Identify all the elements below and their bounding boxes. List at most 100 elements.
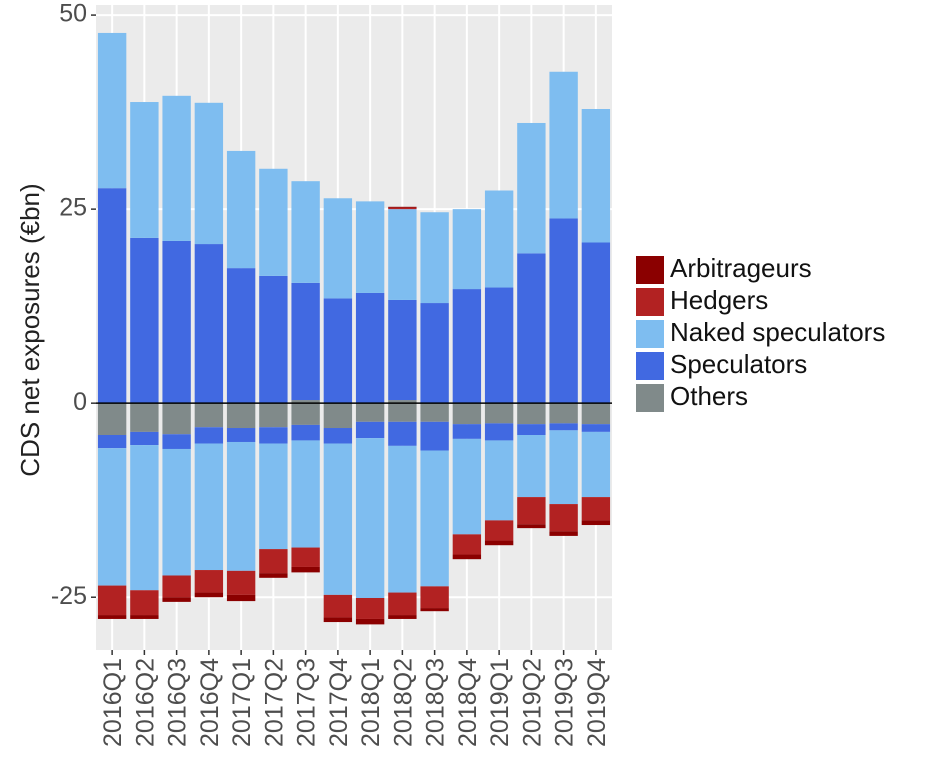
bar-segment: [130, 615, 159, 619]
bar-segment: [517, 253, 546, 404]
bar-segment: [452, 289, 482, 404]
x-tick-label: 2017Q4: [325, 658, 353, 747]
legend-key: [636, 384, 664, 412]
x-tick-label: 2019Q1: [486, 658, 514, 747]
bar-segment: [97, 435, 127, 449]
bar-segment: [420, 421, 449, 451]
bar-segment: [420, 403, 449, 422]
bar-segment: [323, 428, 353, 444]
x-tick-label: 2019Q3: [551, 658, 579, 747]
bar-segment: [355, 597, 385, 619]
bar-segment: [581, 403, 611, 425]
bar-segment: [484, 423, 514, 441]
bar-segment: [97, 32, 127, 189]
bar-segment: [323, 403, 353, 429]
bar-segment: [452, 403, 482, 425]
bar-segment: [581, 497, 611, 521]
bar-segment: [452, 534, 482, 555]
bar-segment: [291, 566, 320, 573]
bar-segment: [420, 608, 449, 612]
bar-segment: [549, 423, 578, 431]
bar-segment: [388, 403, 417, 422]
legend-label: Hedgers: [670, 285, 768, 315]
bar-segment: [291, 181, 320, 283]
bar-segment: [226, 570, 256, 595]
bar-segment: [130, 102, 159, 238]
bar-segment: [420, 450, 449, 587]
bar-segment: [581, 242, 611, 404]
bar-segment: [323, 617, 353, 623]
bar-segment: [452, 438, 482, 535]
bar-segment: [355, 438, 385, 598]
bar-segment: [162, 575, 191, 598]
bar-segment: [420, 303, 449, 404]
bar-segment: [452, 424, 482, 439]
bar-segment: [388, 209, 417, 300]
bar-segment: [226, 594, 256, 602]
bar-segment: [355, 421, 385, 439]
bar-segment: [355, 618, 385, 625]
bar-segment: [581, 424, 611, 432]
legend-label: Others: [670, 381, 748, 411]
bar-segment: [259, 443, 288, 550]
bar-segment: [388, 445, 417, 593]
legend-label: Speculators: [670, 349, 807, 379]
bar-segment: [355, 403, 385, 422]
x-tick-label: 2016Q1: [99, 658, 127, 747]
bar-segment: [323, 594, 353, 618]
bar-segment: [420, 212, 449, 304]
bar-segment: [162, 434, 191, 449]
x-tick-label: 2016Q2: [131, 658, 159, 747]
bar-segment: [388, 592, 417, 616]
bar-segment: [130, 590, 159, 616]
bar-segment: [388, 207, 417, 210]
bar-segment: [517, 497, 546, 525]
bar-segment: [484, 440, 514, 521]
y-tick-label: 50: [59, 0, 87, 28]
bar-segment: [355, 292, 385, 404]
bar-segment: [517, 122, 546, 254]
bar-segment: [97, 585, 127, 616]
x-tick-label: 2019Q4: [583, 658, 611, 747]
bar-segment: [323, 198, 353, 299]
bar-segment: [226, 403, 256, 429]
bar-segment: [484, 403, 514, 424]
bar-segment: [226, 268, 256, 404]
bar-segment: [581, 109, 611, 243]
x-tick-label: 2017Q1: [228, 658, 256, 747]
bar-segment: [291, 282, 320, 401]
legend-key: [636, 320, 664, 348]
x-tick-label: 2018Q1: [357, 658, 385, 747]
y-tick-label: 0: [73, 388, 87, 416]
bar-segment: [581, 520, 611, 526]
legend-label: Arbitrageurs: [670, 253, 812, 283]
bar-segment: [259, 427, 288, 444]
bar-segment: [517, 403, 546, 425]
bar-segment: [420, 586, 449, 609]
bar-segment: [549, 71, 578, 219]
bar-segment: [130, 237, 159, 404]
x-tick-label: 2018Q2: [389, 658, 417, 747]
bar-segment: [194, 570, 224, 593]
bar-segment: [323, 443, 353, 595]
bar-segment: [259, 549, 288, 574]
bar-segment: [291, 424, 320, 441]
bar-segment: [484, 520, 514, 541]
legend-key: [636, 256, 664, 284]
bar-segment: [259, 275, 288, 404]
bar-segment: [581, 431, 611, 498]
bar-segment: [226, 441, 256, 571]
x-tick-label: 2018Q4: [454, 658, 482, 747]
bar-segment: [484, 190, 514, 288]
bar-segment: [549, 403, 578, 424]
x-tick-label: 2019Q2: [518, 658, 546, 747]
bar-segment: [162, 403, 191, 435]
bar-segment: [323, 298, 353, 404]
bar-segment: [291, 547, 320, 567]
bar-segment: [484, 540, 514, 546]
bar-segment: [291, 400, 320, 404]
bar-segment: [259, 168, 288, 276]
bar-segment: [194, 102, 224, 245]
